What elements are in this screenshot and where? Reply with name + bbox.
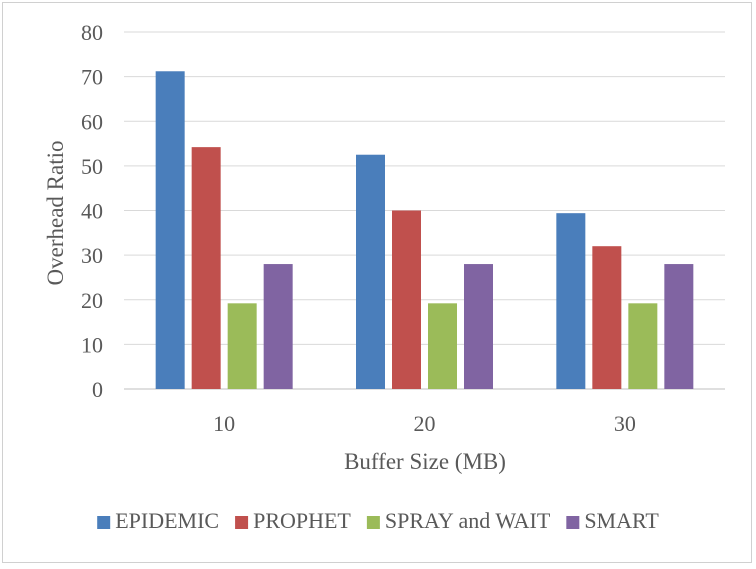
bar-spray-and-wait-20 xyxy=(428,303,457,389)
y-tick-label: 60 xyxy=(81,109,103,134)
x-tick-label: 10 xyxy=(213,411,235,436)
legend-label: EPIDEMIC xyxy=(115,508,219,533)
bar-prophet-30 xyxy=(592,246,622,389)
bar-smart-30 xyxy=(664,264,694,389)
legend-label: SPRAY and WAIT xyxy=(385,508,551,533)
legend-item-epidemic: EPIDEMIC xyxy=(97,508,219,533)
bars xyxy=(155,71,694,390)
legend-swatch xyxy=(366,516,380,529)
bar-smart-20 xyxy=(464,264,493,389)
chart-frame: 0 10 20 30 40 50 60 70 80 10 20 30 Overhead Ratio … xyxy=(2,2,752,563)
y-tick-label: 70 xyxy=(81,65,103,90)
y-axis-title: Overhead Ratio xyxy=(43,141,68,286)
y-tick-label: 80 xyxy=(81,20,103,45)
legend-swatch xyxy=(566,516,580,529)
bar-epidemic-30 xyxy=(556,213,586,389)
x-axis-ticks: 10 20 30 xyxy=(213,411,636,436)
y-axis-ticks: 0 10 20 30 40 50 60 70 80 xyxy=(81,20,103,402)
y-tick-label: 10 xyxy=(81,332,103,357)
legend-item-smart: SMART xyxy=(566,508,659,533)
bar-smart-10 xyxy=(263,264,293,389)
bar-prophet-20 xyxy=(392,210,421,389)
bar-spray-and-wait-10 xyxy=(227,303,257,389)
x-axis-title: Buffer Size (MB) xyxy=(344,449,506,474)
legend-swatch xyxy=(97,516,111,529)
y-tick-label: 50 xyxy=(81,154,103,179)
y-tick-label: 30 xyxy=(81,243,103,268)
bar-prophet-10 xyxy=(191,147,221,389)
gridlines xyxy=(124,31,725,390)
bar-spray-and-wait-30 xyxy=(628,303,658,389)
bar-epidemic-20 xyxy=(356,154,385,389)
x-tick-label: 20 xyxy=(414,411,436,436)
legend-item-spray-and-wait: SPRAY and WAIT xyxy=(366,508,551,533)
legend-label: SMART xyxy=(584,508,659,533)
bar-epidemic-10 xyxy=(155,71,185,390)
legend-item-prophet: PROPHET xyxy=(235,508,351,533)
legend-label: PROPHET xyxy=(253,508,351,533)
y-tick-label: 40 xyxy=(81,199,103,224)
x-tick-label: 30 xyxy=(614,411,636,436)
y-tick-label: 0 xyxy=(92,377,103,402)
legend: EPIDEMIC PROPHET SPRAY and WAIT SMART xyxy=(97,508,659,533)
y-tick-label: 20 xyxy=(81,288,103,313)
legend-swatch xyxy=(235,516,249,529)
